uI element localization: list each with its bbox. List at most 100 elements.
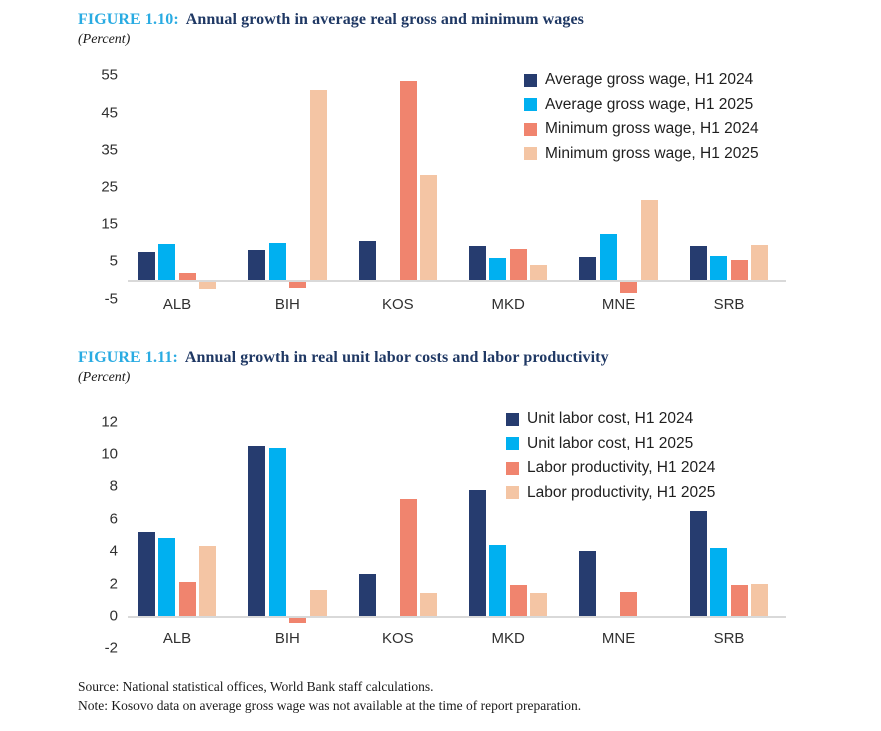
bar <box>730 585 748 616</box>
legend-item: Minimum gross wage, H1 2024 <box>524 119 759 139</box>
legend-swatch <box>506 486 519 500</box>
bar <box>199 282 217 290</box>
x-category-label: ALB <box>162 630 192 647</box>
x-category-label: MNE <box>601 296 636 313</box>
legend-item: Unit labor cost, H1 2024 <box>506 409 693 429</box>
bar <box>751 583 769 616</box>
kosovo-note: Note: Kosovo data on average gross wage … <box>78 698 582 713</box>
bar <box>710 255 728 280</box>
bar <box>420 174 438 280</box>
bar <box>620 591 638 616</box>
bar <box>178 581 196 616</box>
bar <box>730 260 748 280</box>
bar <box>399 499 417 616</box>
bar <box>640 199 658 280</box>
y-tick-label: 45 <box>101 104 118 122</box>
bar <box>599 233 617 280</box>
bar <box>468 246 486 280</box>
bar <box>468 489 486 616</box>
legend-swatch <box>524 73 537 87</box>
figure-1-11-title: FIGURE 1.11: Annual growth in real unit l… <box>78 349 609 367</box>
bar <box>620 282 638 294</box>
x-category-label: MKD <box>491 630 525 647</box>
y-tick-label: -5 <box>104 290 118 308</box>
y-tick-label: 35 <box>101 141 118 159</box>
bar <box>289 282 307 289</box>
legend-label: Average gross wage, H1 2025 <box>545 95 754 113</box>
bar <box>268 243 286 280</box>
source-note: Source: National statistical offices, Wo… <box>78 679 434 694</box>
bar <box>158 538 176 616</box>
legend-label: Average gross wage, H1 2024 <box>545 71 754 88</box>
figure-1-10-title: FIGURE 1.10: Annual growth in average rea… <box>78 11 584 29</box>
bar <box>199 546 217 616</box>
bar <box>689 246 707 280</box>
y-tick-label: 55 <box>101 66 118 84</box>
bar <box>689 510 707 616</box>
figure-1-10-name: Annual growth in average real gross and … <box>185 11 584 28</box>
bar <box>309 590 327 616</box>
legend-swatch <box>506 412 519 426</box>
x-category-label: BIH <box>274 296 300 313</box>
bar <box>137 251 155 280</box>
legend-item: Minimum gross wage, H1 2025 <box>524 144 759 164</box>
x-category-label: SRB <box>713 296 745 313</box>
bar <box>489 258 507 280</box>
figure-1-11-name: Annual growth in real unit labor costs a… <box>184 349 609 366</box>
bar <box>751 245 769 280</box>
legend-label: Minimum gross wage, H1 2024 <box>545 120 759 138</box>
bar <box>248 445 266 616</box>
bar <box>509 248 527 280</box>
bar <box>178 272 196 280</box>
bar <box>158 244 176 280</box>
figure-1-11-chart: 12 10 8 6 4 2 0 -2 ALB BIH KOS MKD MNE SRB Unit labor … <box>0 400 881 672</box>
bar <box>268 447 286 616</box>
bar <box>358 573 376 616</box>
bar <box>579 551 597 616</box>
bar <box>289 618 307 623</box>
zero-axis-line <box>128 616 786 618</box>
y-tick-label: -2 <box>104 639 118 657</box>
figure-1-11-subtitle: (Percent) <box>78 370 131 385</box>
x-category-label: MNE <box>601 630 636 647</box>
legend-label: Unit labor cost, H1 2024 <box>527 410 694 427</box>
x-category-label: ALB <box>162 296 192 313</box>
bar <box>137 531 155 616</box>
y-tick-label: 2 <box>109 575 118 593</box>
figure-1-10-subtitle: (Percent) <box>78 32 131 47</box>
y-tick-label: 15 <box>101 215 118 233</box>
bar <box>530 264 548 280</box>
y-tick-label: 10 <box>101 445 118 463</box>
x-category-label: BIH <box>274 630 300 647</box>
legend-label: Labor productivity, H1 2025 <box>527 483 716 501</box>
x-category-label: KOS <box>381 630 414 647</box>
figure-1-11-label: FIGURE 1.11: <box>78 349 178 366</box>
legend-label: Unit labor cost, H1 2025 <box>527 434 694 452</box>
y-tick-label: 25 <box>101 178 118 196</box>
legend-swatch <box>524 122 537 136</box>
bar <box>399 80 417 280</box>
legend-item: Average gross wage, H1 2024 <box>524 70 753 90</box>
y-tick-label: 4 <box>109 542 118 560</box>
legend-item: Unit labor cost, H1 2025 <box>506 434 693 454</box>
figure-1-10-label: FIGURE 1.10: <box>78 11 179 28</box>
legend-swatch <box>524 98 537 112</box>
x-category-label: MKD <box>491 296 525 313</box>
bar <box>579 256 597 280</box>
legend-item: Average gross wage, H1 2025 <box>524 95 753 115</box>
y-tick-label: 5 <box>109 252 118 270</box>
bar <box>489 544 507 616</box>
bar <box>710 547 728 616</box>
y-tick-label: 12 <box>101 413 118 431</box>
zero-axis-line <box>128 280 786 282</box>
bar <box>309 90 327 280</box>
legend-item: Labor productivity, H1 2025 <box>506 483 715 503</box>
bar <box>530 593 548 616</box>
x-category-label: KOS <box>381 296 414 313</box>
bar <box>420 593 438 616</box>
y-tick-label: 8 <box>109 477 118 495</box>
legend-swatch <box>506 461 519 475</box>
bar <box>509 585 527 616</box>
legend-item: Labor productivity, H1 2024 <box>506 458 715 478</box>
